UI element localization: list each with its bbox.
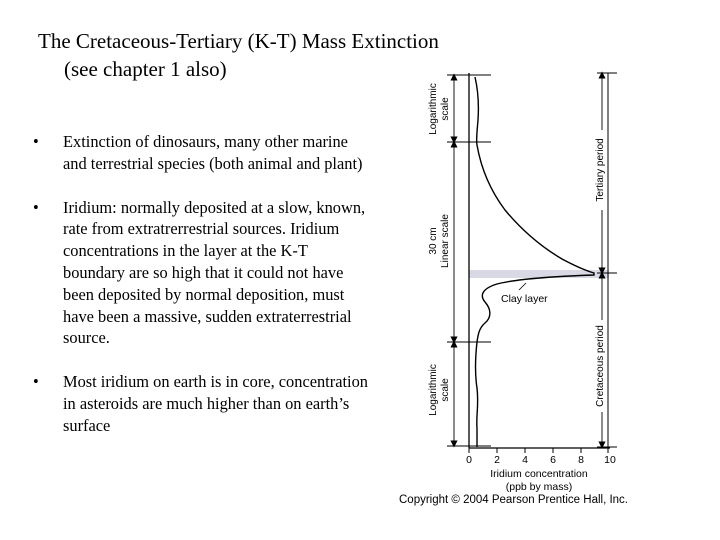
bullet-icon: • (33, 372, 39, 392)
left-scale-brackets (447, 73, 491, 448)
bullet-text: Extinction of dinosaurs, many other mari… (63, 132, 363, 173)
iridium-figure: 0 2 4 6 8 10 Iridium concentration (ppb … (395, 70, 715, 520)
right-period-labels: Tertiary period Cretaceous period (595, 138, 606, 407)
clay-layer-label: Clay layer (501, 293, 548, 305)
bottom-log-label-1: Logarithmic (428, 364, 439, 416)
bullet-item: • Extinction of dinosaurs, many other ma… (33, 131, 373, 175)
linear-label-2: Linear scale (440, 214, 451, 268)
iridium-curve (474, 76, 595, 447)
bullet-icon: • (33, 197, 39, 217)
slide-title: The Cretaceous-Tertiary (K-T) Mass Extin… (38, 27, 439, 83)
x-tick-label: 4 (522, 454, 528, 466)
clay-layer-band (469, 270, 609, 278)
bullet-text: Iridium: normally deposited at a slow, k… (63, 197, 366, 348)
bullet-icon: • (33, 132, 39, 151)
title-line-1: The Cretaceous-Tertiary (K-T) Mass Extin… (38, 29, 439, 53)
x-axis-title: Iridium concentration (ppb by mass) (490, 468, 588, 493)
bullet-item: • Iridium: normally deposited at a slow,… (33, 197, 373, 350)
x-tick-labels: 0 2 4 6 8 10 (466, 454, 616, 466)
x-tick-label: 6 (550, 454, 556, 466)
iridium-chart: 0 2 4 6 8 10 Iridium concentration (ppb … (424, 71, 617, 493)
bottom-log-label-2: scale (440, 378, 451, 402)
svg-text:Iridium concentration: Iridium concentration (490, 468, 588, 480)
clay-leader-line (518, 282, 527, 291)
left-scale-labels: Logarithmic scale 30 cm Linear scale Log… (428, 83, 451, 416)
top-log-label-1: Logarithmic (428, 83, 439, 135)
x-tick-label: 8 (578, 454, 584, 466)
x-tick-label: 0 (466, 454, 472, 466)
bullet-item: • Most iridium on earth is in core, conc… (33, 371, 373, 436)
x-tick-label: 10 (604, 454, 616, 466)
svg-text:(ppb by mass): (ppb by mass) (506, 481, 573, 493)
copyright-text: Copyright © 2004 Pearson Prentice Hall, … (399, 494, 629, 506)
linear-label-1: 30 cm (428, 227, 439, 254)
cretaceous-label: Cretaceous period (595, 325, 606, 407)
bullet-list: • Extinction of dinosaurs, many other ma… (33, 131, 373, 459)
bullet-text: Most iridium on earth is in core, concen… (63, 372, 368, 435)
title-line-2: (see chapter 1 also) (64, 57, 227, 81)
x-ticks (468, 448, 609, 453)
tertiary-label: Tertiary period (595, 138, 606, 201)
x-tick-label: 2 (494, 454, 500, 466)
top-log-label-2: scale (440, 97, 451, 121)
